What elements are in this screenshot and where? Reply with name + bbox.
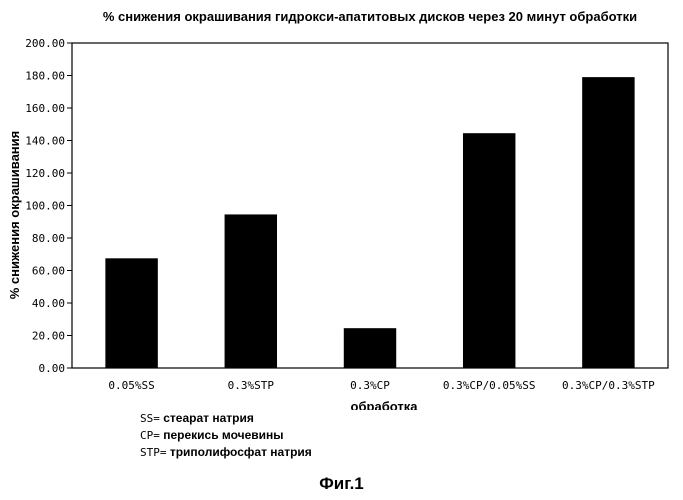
legend-item: STP= триполифосфат натрия [140, 444, 312, 461]
legend-item: SS= стеарат натрия [140, 410, 312, 427]
y-tick-label: 160.00 [25, 102, 65, 115]
bar-chart: % снижения окрашивания гидрокси-апатитов… [0, 0, 683, 410]
y-tick-label: 180.00 [25, 70, 65, 83]
x-axis-ticks: 0.05%SS 0.3%STP 0.3%CP 0.3%CP/0.05%SS 0.3%CP… [108, 379, 655, 392]
x-tick-label: 0.3%CP/0.3%STP [562, 379, 655, 392]
y-tick-label: 140.00 [25, 135, 65, 148]
x-axis-label: обработка [351, 399, 419, 410]
legend-abbr: CP= [140, 429, 160, 442]
y-axis-label: % снижения окрашивания [7, 131, 22, 300]
y-tick-label: 100.00 [25, 200, 65, 213]
x-tick-label: 0.3%CP [350, 379, 390, 392]
x-tick-label: 0.3%STP [228, 379, 275, 392]
plot-frame [72, 43, 668, 368]
legend-abbr: SS= [140, 412, 160, 425]
y-tick-label: 120.00 [25, 167, 65, 180]
y-tick-label: 200.00 [25, 37, 65, 50]
x-tick-label: 0.3%CP/0.05%SS [443, 379, 536, 392]
bar [225, 214, 277, 368]
bar [463, 133, 515, 368]
y-tick-label: 0.00 [39, 362, 66, 375]
bars [105, 77, 634, 368]
y-tick-label: 40.00 [32, 297, 65, 310]
chart-title: % снижения окрашивания гидрокси-апатитов… [103, 9, 637, 24]
bar [344, 328, 396, 368]
bar [105, 258, 157, 368]
x-tick-label: 0.05%SS [108, 379, 154, 392]
bar [582, 77, 634, 368]
legend-abbr: STP= [140, 446, 167, 459]
legend-desc: стеарат натрия [163, 411, 254, 425]
y-tick-label: 20.00 [32, 330, 65, 343]
legend-desc: триполифосфат натрия [170, 445, 312, 459]
legend: SS= стеарат натрия CP= перекись мочевины… [140, 410, 312, 461]
legend-desc: перекись мочевины [163, 428, 283, 442]
legend-item: CP= перекись мочевины [140, 427, 312, 444]
figure-label: Фиг.1 [0, 474, 683, 494]
y-tick-label: 60.00 [32, 265, 65, 278]
y-tick-label: 80.00 [32, 232, 65, 245]
y-axis-ticks: 0.00 20.00 40.00 60.00 80.00 100.00 120.00 140.… [25, 37, 72, 375]
